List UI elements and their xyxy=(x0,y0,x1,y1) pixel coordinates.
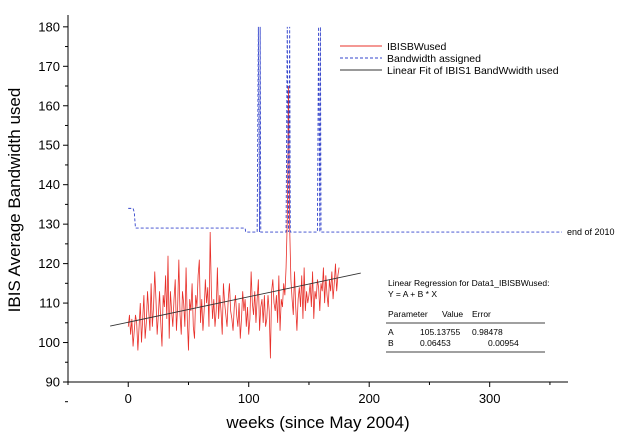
x-tick-label-0: 0 xyxy=(125,391,132,406)
series-ibisbwused xyxy=(127,86,340,359)
y-tick-label-90: 90 xyxy=(46,375,60,390)
x-tick-label-100: 100 xyxy=(238,391,260,406)
legend-label-linear-fit: Linear Fit of IBIS1 BandWwidth used xyxy=(387,65,559,77)
regression-row-a-value: 105.13755 xyxy=(420,327,460,337)
regression-header-error: Error xyxy=(472,309,491,319)
regression-row-b-error: 0.00954 xyxy=(488,338,519,348)
regression-equation: Y = A + B * X xyxy=(388,289,437,299)
x-axis-title: weeks (since May 2004) xyxy=(225,413,409,432)
y-axis-title: IBIS Average Bandwidth used xyxy=(5,88,24,313)
regression-header-value: Value xyxy=(442,309,463,319)
end-of-2010-label: end of 2010 xyxy=(567,227,615,237)
y-tick-label-130: 130 xyxy=(38,217,60,232)
regression-header-parameter: Parameter xyxy=(388,309,428,319)
y-tick-label-160: 160 xyxy=(38,98,60,113)
series-bandwidth-assigned xyxy=(128,26,562,233)
y-tick-label-100: 100 xyxy=(38,335,60,350)
regression-row-b-param: B xyxy=(388,338,394,348)
y-tick-label-150: 150 xyxy=(38,138,60,153)
legend-label-ibisbwused: IBISBWused xyxy=(387,41,446,53)
regression-title: Linear Regression for Data1_IBISBWused: xyxy=(388,278,549,288)
series-linear-fit xyxy=(110,272,361,327)
regression-row-b-value: 0.06453 xyxy=(420,338,451,348)
regression-row-a-error: 0.98478 xyxy=(472,327,503,337)
regression-row-a-param: A xyxy=(388,327,394,337)
y-tick-label-110: 110 xyxy=(39,296,60,311)
y-tick-label-120: 120 xyxy=(38,256,60,271)
legend: IBISBWused Bandwidth assigned Linear Fit… xyxy=(340,41,559,77)
y-tick-label-140: 140 xyxy=(38,177,60,192)
y-tick-label-170: 170 xyxy=(38,59,60,74)
chart-marks xyxy=(110,26,562,359)
legend-label-bandwidth-assigned: Bandwidth assigned xyxy=(387,53,481,65)
x-tick-label-200: 200 xyxy=(358,391,380,406)
regression-box: Linear Regression for Data1_IBISBWused: … xyxy=(386,278,549,353)
x-tick-label-300: 300 xyxy=(479,391,501,406)
y-tick-label-180: 180 xyxy=(38,19,60,34)
axis-ticks: 90 100 110 120 130 140 150 160 170 180 0 100 200 300 xyxy=(38,19,551,406)
